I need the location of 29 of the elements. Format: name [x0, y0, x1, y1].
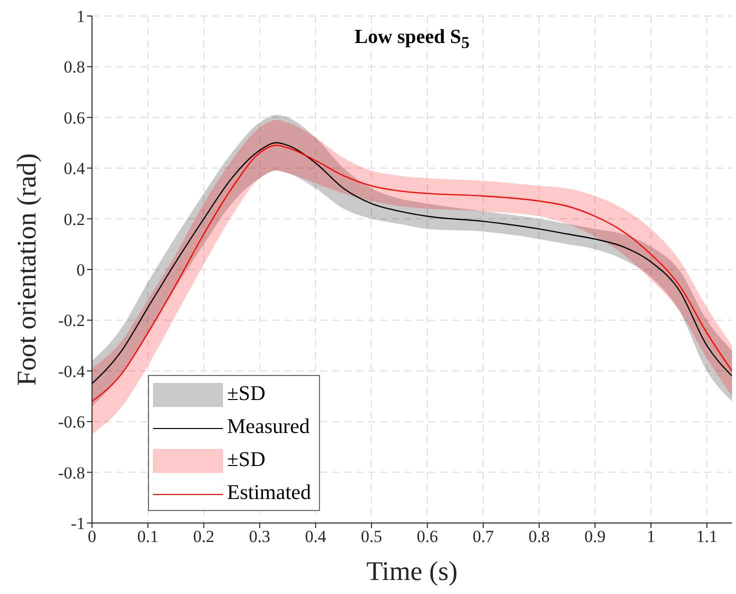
x-tick-label: 1.1: [696, 527, 718, 546]
y-tick-label: 0.8: [64, 58, 85, 77]
annotation: ±SD: [227, 381, 266, 405]
y-tick-label: 0: [76, 260, 85, 280]
text: Low speed S$_{5}$: [353, 26, 471, 53]
x-tick-label: 0.2: [193, 527, 214, 546]
x-tick-label: 0.9: [584, 527, 606, 546]
x-tick-label: 0.4: [304, 527, 327, 546]
legend-label: Estimated: [227, 480, 311, 504]
annotation: ±SD: [227, 447, 266, 471]
x-tick-label: 0.6: [416, 527, 438, 546]
y-axis-title: Foot orientation (rad): [12, 153, 42, 386]
y-tick-label: -0.8: [58, 463, 85, 482]
x-tick-label: 0.1: [137, 527, 159, 546]
x-tick-label: 0.5: [360, 527, 382, 546]
x-tick-label: 0.3: [249, 527, 270, 546]
y-tick-label: -0.6: [58, 412, 85, 432]
x-axis-title: Time (s): [366, 556, 458, 586]
x-tick-label: 0.7: [472, 527, 494, 546]
y-tick-label: 0.4: [64, 159, 86, 178]
legend-label: Measured: [227, 414, 310, 438]
y-tick-label: 0.2: [64, 210, 85, 229]
x-tick-label: 1: [646, 527, 656, 546]
y-tick-label: -0.2: [58, 311, 85, 330]
y-tick-label: -0.4: [58, 362, 86, 381]
y-tick-label: 0.6: [64, 108, 85, 128]
y-tick-label: -1: [70, 514, 85, 534]
x-tick-label: 0.8: [528, 527, 550, 546]
y-tick-label: 1: [76, 7, 85, 26]
